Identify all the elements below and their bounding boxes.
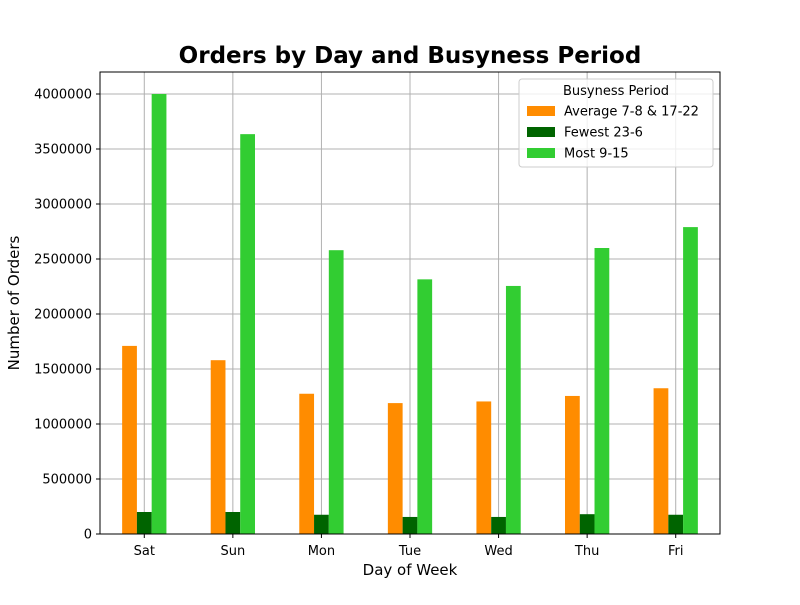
bar-fewest-23-6-thu	[579, 514, 595, 534]
y-tick-label: 3000000	[34, 198, 92, 213]
x-tick-label: Fri	[668, 544, 684, 559]
bar-fewest-23-6-sat	[136, 512, 152, 534]
grid	[100, 72, 720, 535]
bars	[122, 94, 698, 534]
bar-fewest-23-6-tue	[402, 516, 418, 534]
bar-most-9-15-sat	[151, 94, 167, 534]
bar-average-7-8-17-22-sun	[210, 360, 226, 534]
bar-average-7-8-17-22-sat	[122, 345, 137, 534]
bar-most-9-15-sun	[240, 134, 255, 534]
x-tick-label: Sun	[220, 544, 245, 559]
legend-title: Busyness Period	[563, 84, 669, 99]
bar-most-9-15-wed	[505, 285, 521, 534]
x-tick-label: Sat	[134, 544, 155, 559]
legend-box	[518, 78, 714, 168]
bar-fewest-23-6-sun	[225, 512, 241, 534]
x-axis-label: Day of Week	[363, 561, 458, 579]
y-tick-label: 500000	[42, 473, 92, 488]
x-axis-ticks: Sat Sun Mon Tue Wed Thu Fri	[134, 534, 684, 559]
x-tick-label: Mon	[308, 544, 335, 559]
bar-average-7-8-17-22-wed	[476, 401, 492, 534]
x-tick-label: Wed	[484, 544, 512, 559]
bar-most-9-15-fri	[683, 227, 698, 534]
y-tick-label: 2500000	[34, 253, 92, 268]
x-tick-label: Tue	[398, 544, 421, 559]
y-tick-label: 1000000	[34, 418, 92, 433]
bar-fewest-23-6-wed	[491, 516, 506, 534]
y-axis-label: Number of Orders	[5, 235, 23, 370]
bar-average-7-8-17-22-mon	[299, 393, 315, 534]
legend-label-most-9-15: Most 9-15	[564, 147, 629, 162]
bar-average-7-8-17-22-fri	[653, 388, 669, 534]
legend-items: Average 7-8 & 17-22 Fewest 23-6 Most 9-15	[527, 105, 699, 162]
chart-title: Orders by Day and Busyness Period	[179, 43, 642, 69]
y-tick-label: 4000000	[34, 88, 92, 103]
bar-fewest-23-6-fri	[668, 514, 684, 534]
y-tick-label: 1500000	[34, 363, 92, 378]
bar-average-7-8-17-22-thu	[565, 395, 580, 534]
y-tick-label: 0	[84, 528, 92, 543]
bar-most-9-15-tue	[417, 279, 433, 534]
y-axis-ticks: 0 500000 1000000 1500000 2000000 2500000 30000…	[34, 88, 100, 543]
bar-most-9-15-mon	[328, 250, 344, 534]
legend-swatch-fewest-23-6	[527, 127, 555, 137]
legend-label-average-7-8-17-22: Average 7-8 & 17-22	[564, 105, 699, 120]
x-tick-label: Thu	[574, 544, 599, 559]
bar-most-9-15-thu	[594, 248, 610, 534]
legend-swatch-average-7-8-17-22	[527, 106, 555, 116]
bar-average-7-8-17-22-tue	[387, 403, 403, 534]
legend-label-fewest-23-6: Fewest 23-6	[564, 126, 643, 141]
legend: Busyness Period Average 7-8 & 17-22 Fewes…	[518, 78, 714, 168]
bar-fewest-23-6-mon	[314, 514, 329, 534]
y-tick-label: 3500000	[34, 143, 92, 158]
y-tick-label: 2000000	[34, 308, 92, 323]
legend-swatch-most-9-15	[527, 148, 555, 158]
